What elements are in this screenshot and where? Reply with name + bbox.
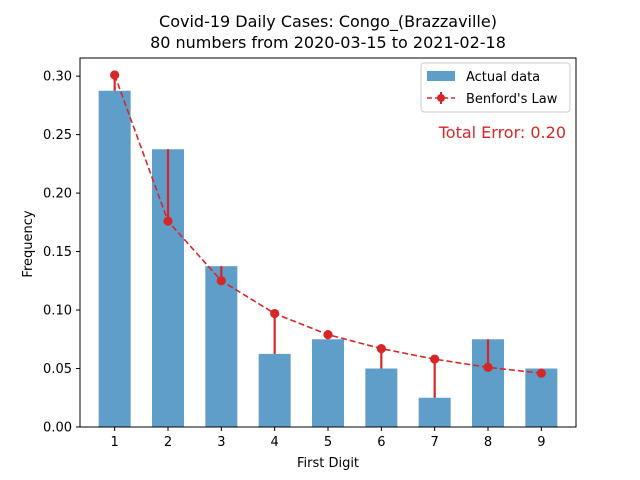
y-tick-label: 0.20 [43, 187, 72, 202]
y-tick-label: 0.15 [43, 245, 72, 260]
x-tick-label: 4 [271, 435, 279, 450]
bar-digit-1 [98, 90, 131, 427]
x-tick-label: 5 [324, 435, 332, 450]
chart-subtitle: 80 numbers from 2020-03-15 to 2021-02-18 [150, 33, 506, 52]
x-axis-label: First Digit [297, 456, 359, 471]
benford-point-digit-5 [323, 330, 333, 340]
plot-area: 1 2 3 4 5 6 7 8 9 0.00 0.05 0.10 0.15 0.20 0.25 0.30 [43, 57, 577, 450]
benford-point-digit-2 [163, 216, 173, 226]
legend-marker-benford [437, 94, 445, 102]
benford-point-digit-8 [483, 362, 493, 372]
total-error-annotation: Total Error: 0.20 [438, 123, 566, 142]
x-tick-label: 3 [217, 435, 225, 450]
bar-digit-5 [312, 339, 344, 427]
x-tick-label: 8 [484, 435, 492, 450]
x-tick-label: 9 [537, 435, 545, 450]
bar-digit-9 [525, 368, 558, 427]
y-tick-label: 0.25 [43, 128, 72, 143]
benford-point-digit-1 [110, 70, 120, 80]
x-tick-label: 1 [111, 435, 119, 450]
bar-digit-3 [205, 266, 238, 427]
legend: Actual data Benford's Law [420, 62, 571, 113]
legend-swatch-actual [427, 71, 455, 81]
y-tick-label: 0.05 [43, 362, 72, 377]
chart-title: Covid-19 Daily Cases: Congo_(Brazzaville… [159, 12, 497, 32]
benford-point-digit-4 [270, 308, 280, 319]
benford-point-digit-6 [376, 344, 386, 354]
y-tick-label: 0.00 [43, 421, 72, 436]
y-tick-label: 0.30 [43, 70, 72, 85]
bar-digit-6 [365, 368, 398, 427]
bar-digit-7 [418, 397, 451, 427]
bar-digit-4 [258, 353, 291, 427]
x-tick-label: 7 [431, 435, 439, 450]
y-tick-label: 0.10 [43, 304, 72, 319]
benford-point-digit-3 [216, 276, 226, 286]
legend-label-benford: Benford's Law [466, 92, 558, 107]
benford-point-digit-7 [430, 354, 440, 364]
x-tick-label: 6 [377, 435, 385, 450]
benford-point-digit-9 [536, 368, 546, 378]
legend-label-actual: Actual data [466, 70, 540, 85]
y-axis-label: Frequency [21, 210, 36, 277]
x-tick-label: 2 [164, 435, 172, 450]
legend-box [420, 62, 571, 113]
